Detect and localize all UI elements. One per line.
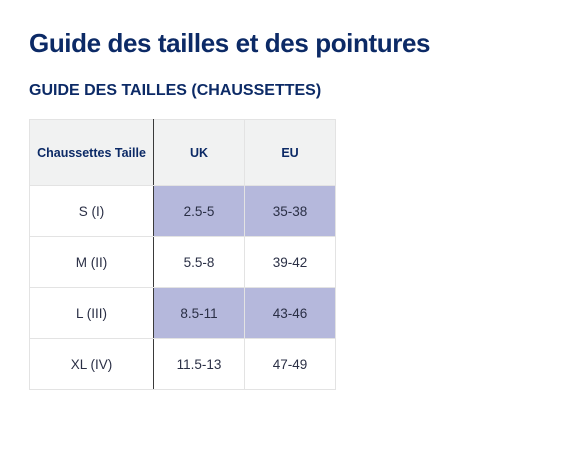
- cell-size: L (III): [29, 287, 154, 339]
- cell-uk: 11.5-13: [153, 338, 245, 390]
- table-row: S (I) 2.5-5 35-38: [29, 185, 336, 237]
- cell-eu: 35-38: [244, 185, 336, 237]
- header-uk: UK: [153, 119, 245, 186]
- cell-eu: 47-49: [244, 338, 336, 390]
- table-row: L (III) 8.5-11 43-46: [29, 287, 336, 339]
- section-title: GUIDE DES TAILLES (CHAUSSETTES): [29, 82, 322, 99]
- cell-size: S (I): [29, 185, 154, 237]
- table-row: XL (IV) 11.5-13 47-49: [29, 338, 336, 390]
- cell-uk: 2.5-5: [153, 185, 245, 237]
- socks-size-table: Chaussettes Taille UK EU S (I) 2.5-5 35-…: [29, 119, 336, 390]
- table-row: M (II) 5.5-8 39-42: [29, 236, 336, 288]
- cell-eu: 43-46: [244, 287, 336, 339]
- page-title: Guide des tailles et des pointures: [29, 28, 431, 58]
- table-header-row: Chaussettes Taille UK EU: [29, 119, 336, 186]
- cell-size: M (II): [29, 236, 154, 288]
- cell-uk: 8.5-11: [153, 287, 245, 339]
- cell-uk: 5.5-8: [153, 236, 245, 288]
- cell-eu: 39-42: [244, 236, 336, 288]
- header-size: Chaussettes Taille: [29, 119, 154, 186]
- cell-size: XL (IV): [29, 338, 154, 390]
- header-eu: EU: [244, 119, 336, 186]
